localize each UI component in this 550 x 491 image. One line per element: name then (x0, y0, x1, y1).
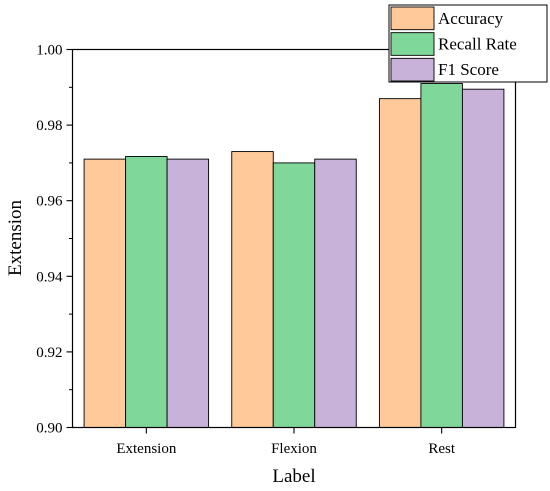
x-tick-label: Rest (428, 441, 456, 457)
legend-label: Recall Rate (438, 35, 517, 54)
y-tick-label: 1.00 (36, 43, 62, 59)
bars-group (83, 83, 505, 428)
y-tick-label: 0.98 (36, 118, 62, 134)
legend: Accuracy Recall Rate F1 Score (388, 4, 548, 83)
bar-extension-recall-rate (125, 156, 168, 428)
x-tick-label: Extension (116, 441, 176, 457)
y-axis: 0.90 0.92 0.94 0.96 0.98 1.00 (36, 43, 73, 437)
x-axis: Extension Flexion Rest (116, 427, 456, 457)
bar-flexion-f1-score (314, 158, 357, 428)
x-axis-title: Label (272, 466, 315, 487)
y-tick-label: 0.92 (36, 345, 62, 361)
bar-rest-recall-rate (420, 83, 463, 428)
bar-extension-accuracy (83, 158, 127, 428)
bar-rest-accuracy (378, 98, 422, 428)
bar-extension-f1-score (166, 158, 210, 428)
y-tick-label: 0.96 (36, 194, 63, 210)
legend-swatch (390, 57, 435, 82)
y-axis-title: Extension (5, 200, 26, 276)
legend-label: F1 Score (438, 60, 499, 79)
x-tick-label: Flexion (271, 441, 317, 457)
legend-swatch (390, 32, 435, 56)
bar-flexion-recall-rate (272, 162, 316, 428)
bar-flexion-accuracy (231, 151, 274, 428)
legend-label: Accuracy (438, 9, 504, 28)
y-tick-label: 0.94 (36, 269, 63, 285)
legend-swatch (390, 6, 435, 31)
bar-rest-f1-score (461, 88, 505, 428)
y-tick-label: 0.90 (36, 421, 62, 437)
